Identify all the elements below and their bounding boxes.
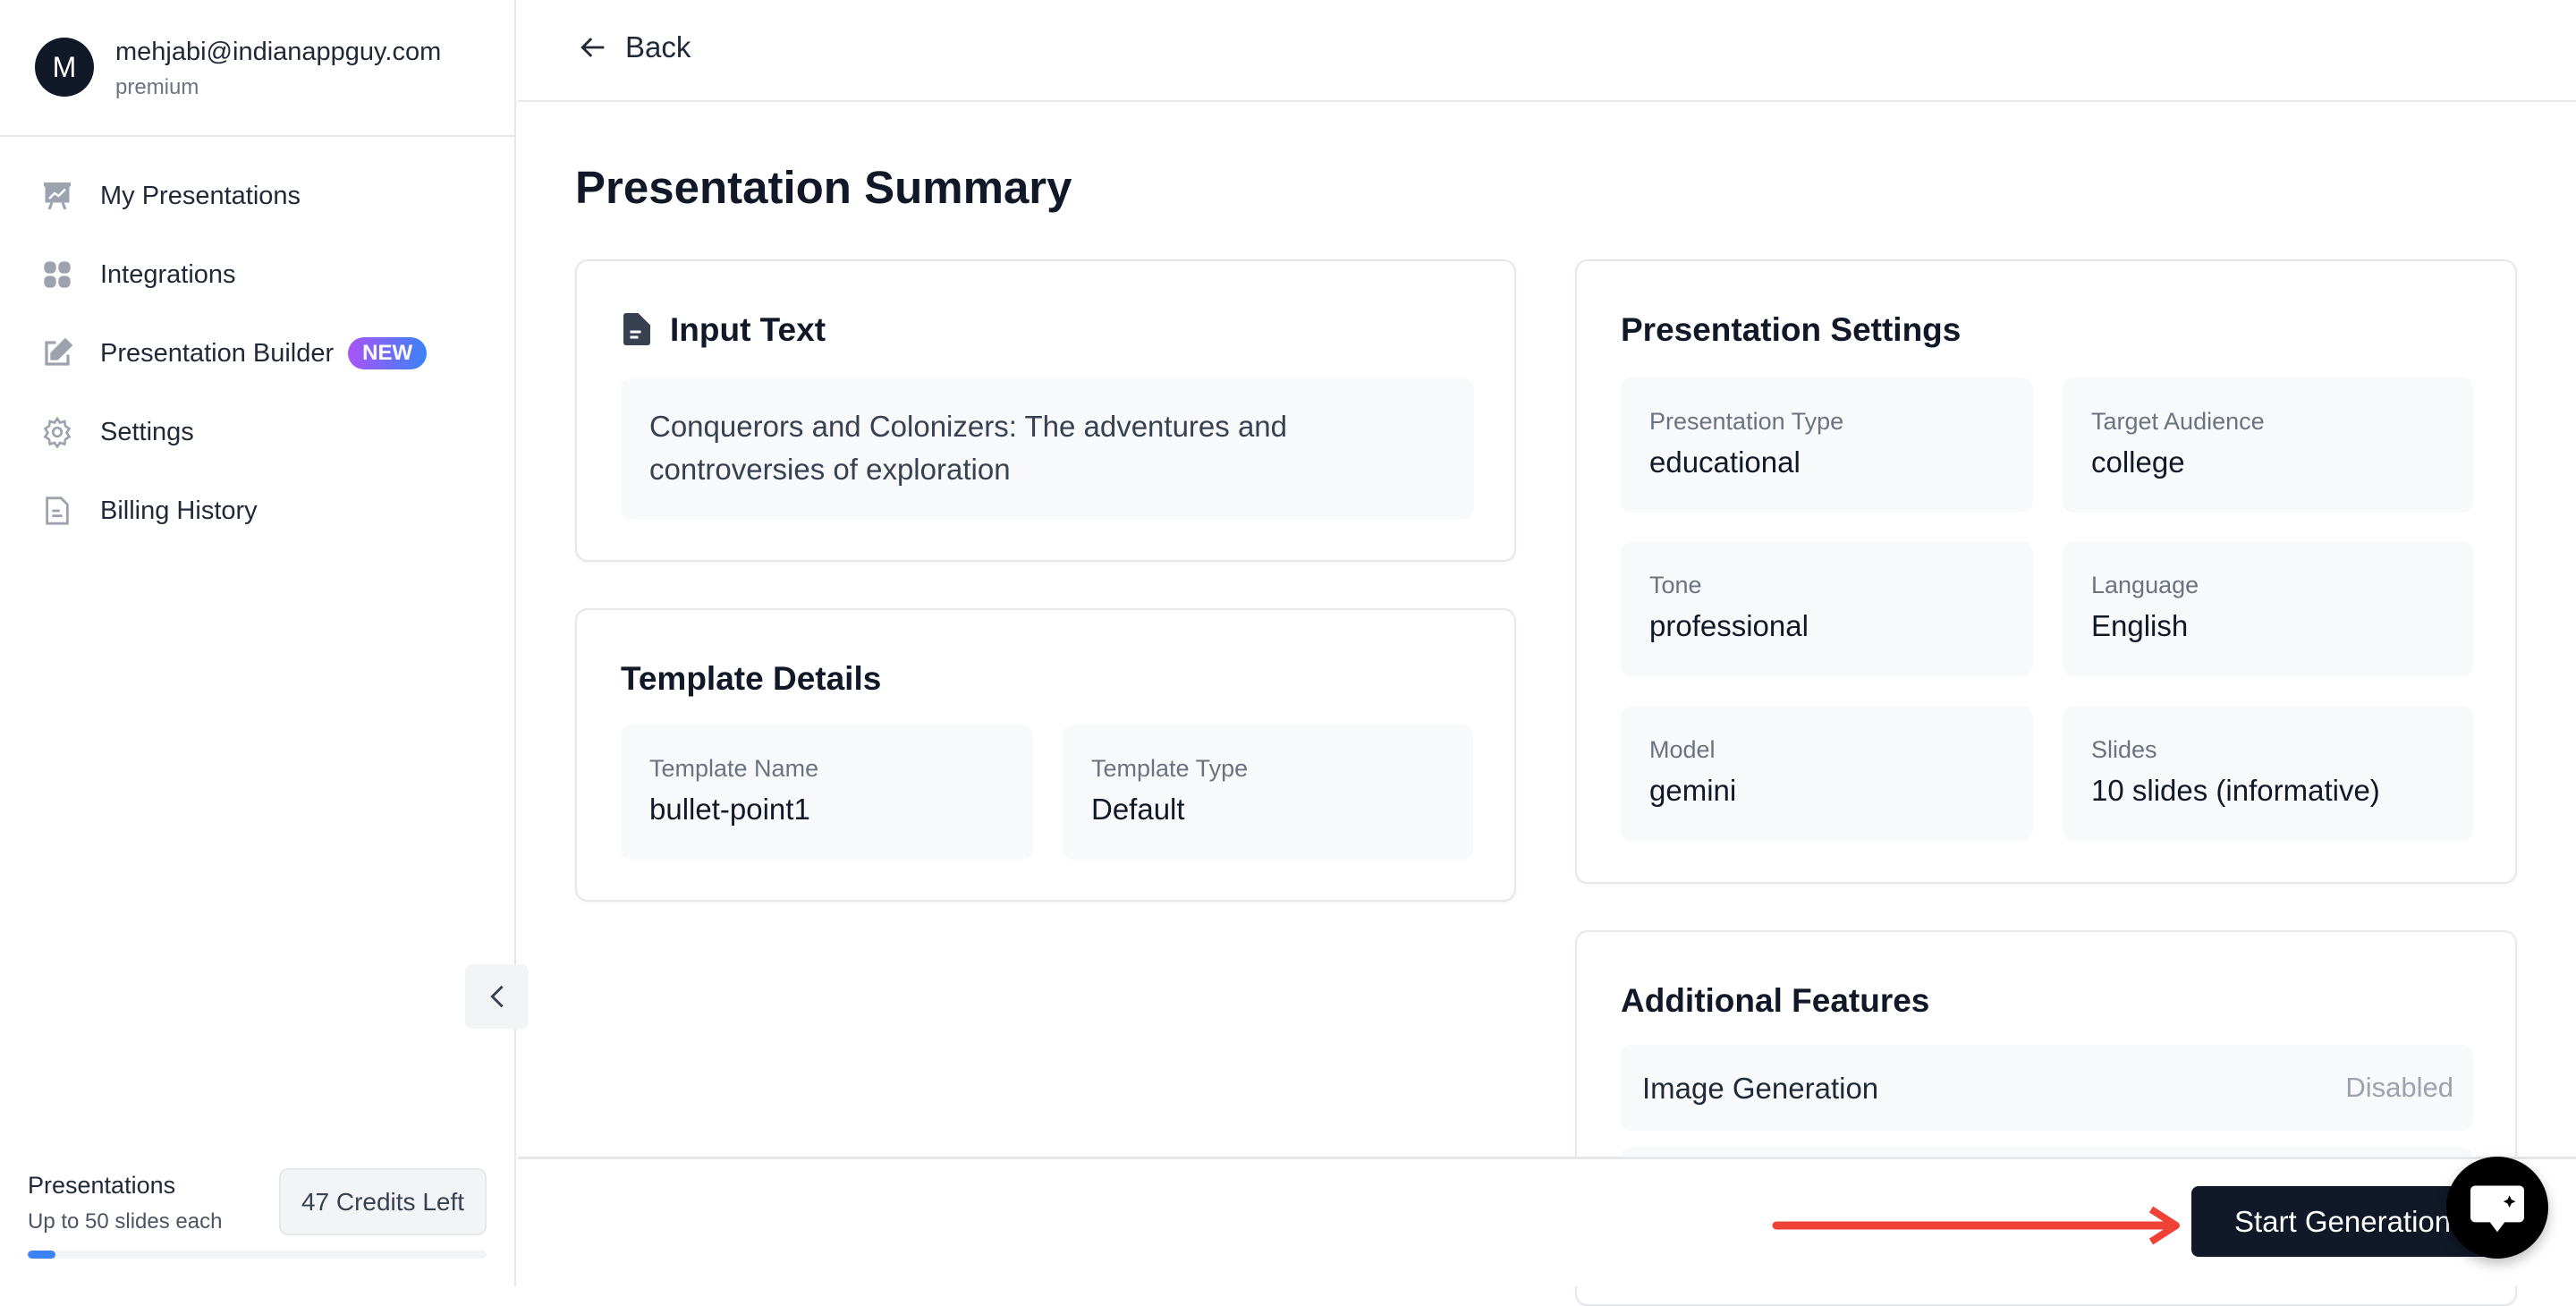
chevron-left-icon	[489, 985, 504, 1008]
new-badge: NEW	[348, 337, 428, 369]
setting-field: Presentation Type educational	[1621, 377, 2033, 513]
setting-field: Slides 10 slides (informative)	[2063, 706, 2473, 841]
field-label: Tone	[1649, 572, 1702, 598]
sidebar-item-label: Presentation Builder	[100, 338, 335, 368]
template-details-card: Template Details Template Name bullet-poi…	[575, 608, 1516, 902]
sidebar-item-billing-history[interactable]: Billing History	[39, 484, 487, 538]
setting-field: Model gemini	[1621, 706, 2033, 841]
feature-status: Disabled	[2345, 1072, 2453, 1103]
field-value: English	[2091, 609, 2189, 642]
avatar[interactable]: M	[35, 38, 94, 97]
input-text-value: Conquerors and Colonizers: The adventure…	[649, 410, 1287, 486]
usage-label: Presentations	[28, 1172, 176, 1199]
field-label: Template Name	[649, 755, 819, 782]
arrow-left-icon	[580, 38, 605, 57]
divider	[0, 135, 516, 137]
template-name-field: Template Name bullet-point1	[621, 725, 1033, 860]
feature-row-image-generation: Image Generation Disabled	[1621, 1045, 2473, 1131]
field-label: Presentation Type	[1649, 408, 1844, 435]
sidebar-item-my-presentations[interactable]: My Presentations	[39, 169, 487, 223]
chat-support-button[interactable]	[2446, 1157, 2548, 1259]
sidebar-item-integrations[interactable]: Integrations	[39, 248, 487, 301]
field-value: professional	[1649, 609, 1809, 642]
document-icon	[623, 313, 650, 345]
chat-icon	[2470, 1185, 2524, 1233]
field-value: gemini	[1649, 774, 1737, 807]
field-label: Template Type	[1091, 755, 1249, 782]
document-icon	[39, 493, 75, 529]
field-label: Slides	[2091, 736, 2157, 763]
card-title: Input Text	[670, 311, 826, 348]
field-value: Default	[1091, 793, 1185, 826]
template-type-field: Template Type Default	[1063, 725, 1473, 860]
grid-icon	[39, 257, 75, 293]
annotation-arrow-icon	[1772, 1206, 2180, 1245]
user-plan: premium	[115, 75, 199, 99]
feature-label: Image Generation	[1642, 1072, 1879, 1105]
sidebar-item-label: Billing History	[100, 496, 258, 525]
field-label: Language	[2091, 572, 2199, 598]
field-value: bullet-point1	[649, 793, 810, 826]
back-button[interactable]: Back	[579, 30, 691, 64]
top-header	[518, 0, 2576, 102]
usage-progress-fill	[28, 1251, 55, 1259]
setting-field: Target Audience college	[2063, 377, 2473, 513]
edit-icon	[39, 335, 75, 371]
field-label: Target Audience	[2091, 408, 2265, 435]
user-email: mehjabi@indianappguy.com	[115, 38, 442, 66]
sidebar-item-presentation-builder[interactable]: Presentation Builder NEW	[39, 326, 487, 380]
field-value: 10 slides (informative)	[2091, 774, 2380, 807]
card-title: Presentation Settings	[1621, 311, 1962, 348]
setting-field: Tone professional	[1621, 541, 2033, 676]
card-title: Additional Features	[1621, 982, 1930, 1019]
presentation-settings-card: Presentation Settings Presentation Type e…	[1575, 259, 2517, 884]
usage-progress-bar	[28, 1251, 487, 1259]
sidebar-item-settings[interactable]: Settings	[39, 405, 487, 459]
usage-sublabel: Up to 50 slides each	[28, 1209, 223, 1234]
sidebar: M mehjabi@indianappguy.com premium My Pr…	[0, 0, 529, 1286]
card-title: Template Details	[621, 660, 882, 697]
field-value: educational	[1649, 445, 1801, 479]
sidebar-item-label: Settings	[100, 417, 194, 446]
back-label: Back	[625, 30, 691, 64]
field-value: college	[2091, 445, 2185, 479]
presentation-icon	[39, 178, 75, 214]
page-title: Presentation Summary	[575, 162, 1072, 213]
gear-icon	[39, 414, 75, 450]
credits-left[interactable]: 47 Credits Left	[279, 1168, 487, 1235]
field-label: Model	[1649, 736, 1716, 763]
sidebar-item-label: Integrations	[100, 259, 236, 289]
collapse-sidebar-button[interactable]	[465, 964, 529, 1029]
input-text-card: Input Text Conquerors and Colonizers: Th…	[575, 259, 1516, 562]
input-text-box: Conquerors and Colonizers: The adventure…	[621, 378, 1474, 520]
sidebar-item-label: My Presentations	[100, 181, 301, 210]
setting-field: Language English	[2063, 541, 2473, 676]
